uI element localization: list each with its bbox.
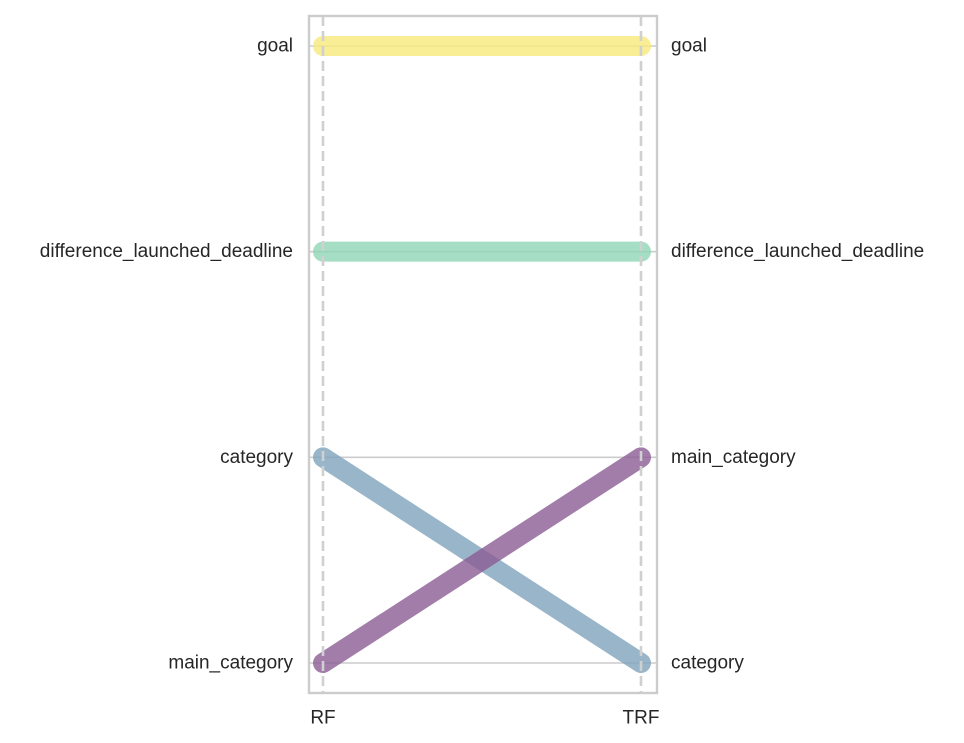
left-tick-label: goal <box>257 36 293 57</box>
x-tick-label-rf: RF <box>310 708 335 729</box>
x-tick-label-trf: TRF <box>623 708 660 729</box>
right-tick-label: goal <box>671 36 707 57</box>
left-tick-label: category <box>220 447 293 468</box>
right-tick-label: category <box>671 653 744 674</box>
right-tick-label: main_category <box>671 447 796 468</box>
left-tick-label: difference_launched_deadline <box>40 241 293 262</box>
right-tick-label: difference_launched_deadline <box>671 241 924 262</box>
axis-layer <box>309 16 657 693</box>
left-tick-label: main_category <box>168 653 293 674</box>
series-layer <box>323 46 641 663</box>
plot-frame <box>309 16 657 693</box>
labels-layer: goal difference_launched_deadline category… <box>40 36 924 729</box>
